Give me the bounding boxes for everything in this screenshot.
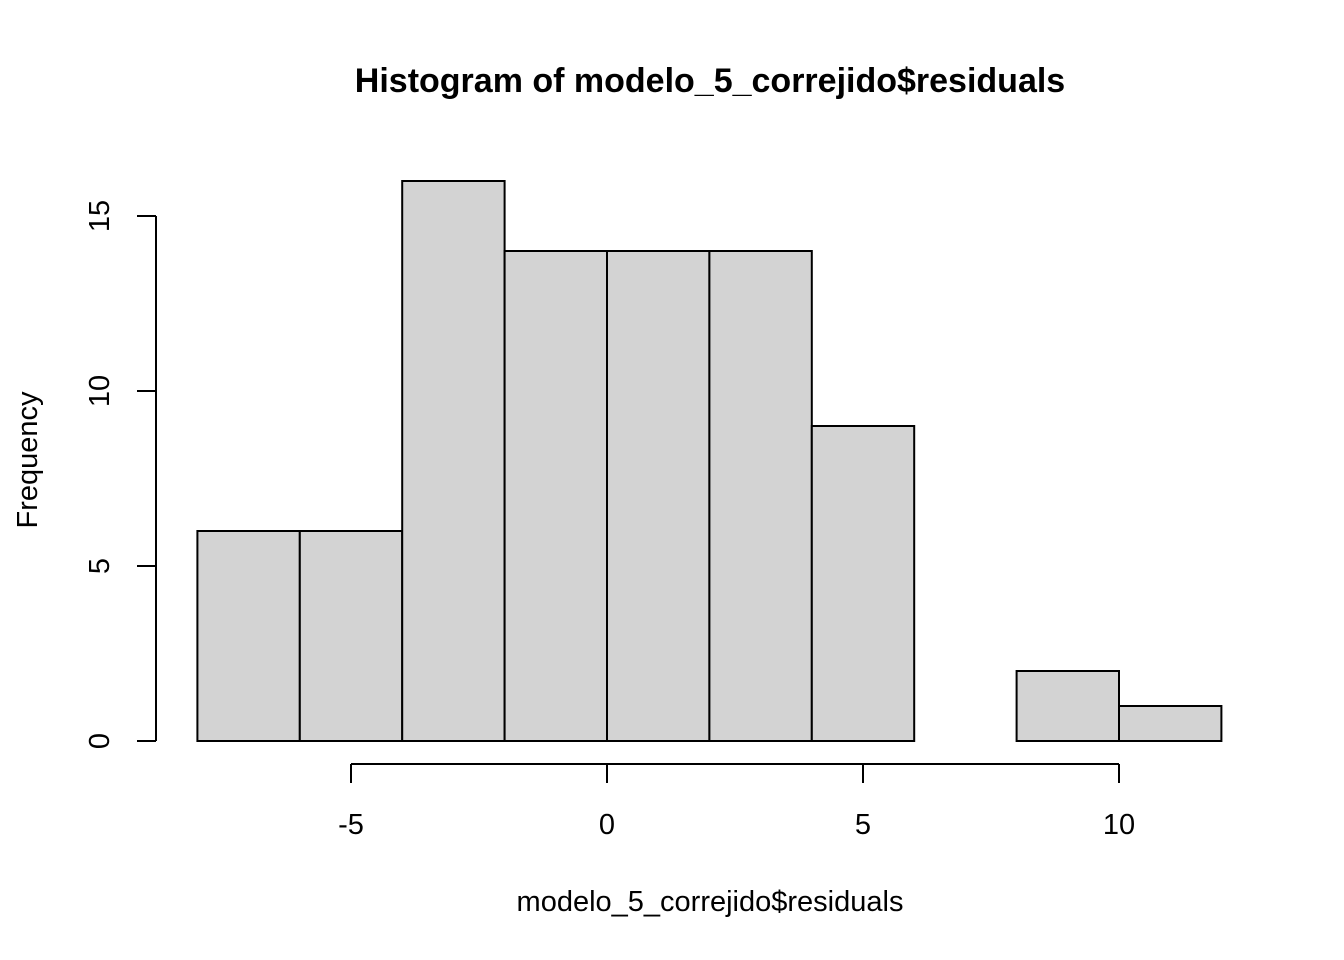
bars-group bbox=[196, 180, 1223, 742]
y-tick-label: 10 bbox=[84, 375, 116, 407]
y-tick-label: 5 bbox=[84, 558, 116, 574]
histogram-bar-5 bbox=[606, 250, 711, 742]
x-tick-label: 10 bbox=[1103, 809, 1135, 841]
y-tick-label: 0 bbox=[84, 733, 116, 749]
histogram-bar-6 bbox=[708, 250, 813, 742]
x-tick-label: 5 bbox=[855, 809, 871, 841]
x-axis-label: modelo_5_correjido$residuals bbox=[517, 886, 904, 918]
x-tick-label: 0 bbox=[599, 809, 615, 841]
y-axis-label: Frequency bbox=[12, 391, 44, 529]
y-axis: 0 5 10 15 bbox=[84, 200, 157, 749]
y-tick-label: 15 bbox=[84, 200, 116, 232]
histogram-bar-9 bbox=[1015, 670, 1120, 742]
histogram-bar-2 bbox=[298, 530, 404, 742]
x-tick-label: -5 bbox=[338, 809, 364, 841]
histogram-bar-4 bbox=[503, 250, 609, 742]
histogram-bar-1 bbox=[196, 530, 301, 742]
x-axis: -5 0 5 10 bbox=[338, 763, 1135, 841]
histogram-bar-10 bbox=[1118, 705, 1223, 742]
chart-title: Histogram of modelo_5_correjido$residual… bbox=[355, 62, 1065, 100]
histogram-bar-3 bbox=[401, 180, 506, 742]
histogram-bar-7 bbox=[810, 425, 916, 742]
